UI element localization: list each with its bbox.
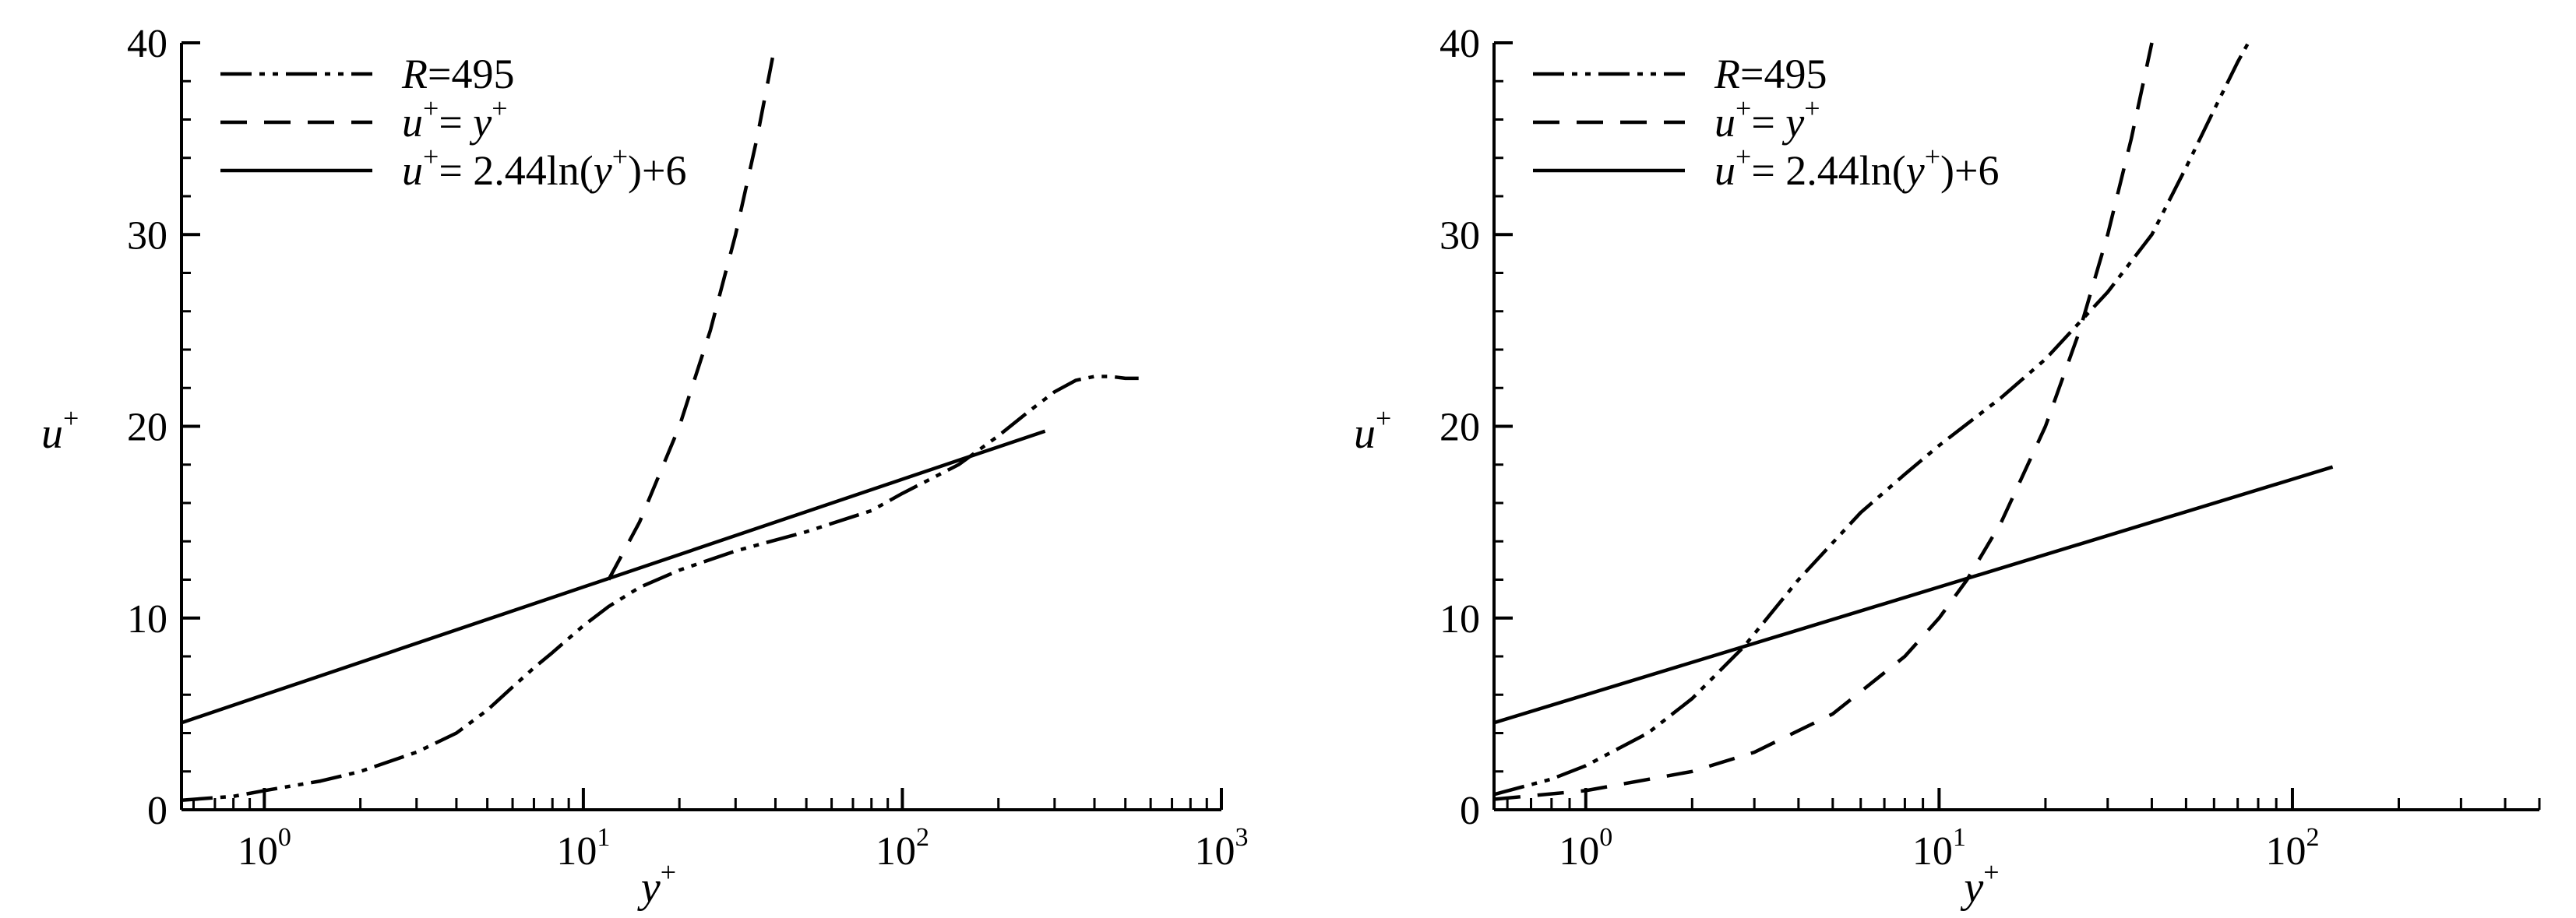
y-tick-label: 40 xyxy=(1440,22,1480,66)
x-axis-sup: + xyxy=(661,856,676,888)
y-tick-label: 10 xyxy=(1440,597,1480,642)
legend-var: y xyxy=(469,99,492,146)
legend-var: y xyxy=(590,147,612,194)
legend-sup: + xyxy=(1804,93,1820,124)
y-tick-label: 0 xyxy=(147,789,167,833)
legend-var: u xyxy=(1714,99,1736,146)
y-tick-label: 20 xyxy=(127,406,167,450)
x-tick-label: 100 xyxy=(238,823,291,874)
series-line-dashed xyxy=(607,42,777,581)
y-tick-label: 10 xyxy=(127,597,167,642)
x-tick-base: 10 xyxy=(238,829,278,874)
series-line-solid xyxy=(181,429,1046,725)
legend-var: u xyxy=(402,147,423,194)
legend-sup: + xyxy=(1736,141,1751,172)
x-axis-var: y xyxy=(1960,863,1983,912)
legend-var: R xyxy=(1714,51,1740,97)
x-axis-sup: + xyxy=(1983,856,1999,888)
legend-entry: u+= y+ xyxy=(1714,93,1820,146)
x-tick-label: 100 xyxy=(1559,823,1612,874)
legend-var: u xyxy=(1714,147,1736,194)
legend-text-part: = xyxy=(1751,99,1785,146)
legend-var: R xyxy=(401,51,428,97)
x-axis-title: y+ xyxy=(1960,856,1999,912)
legend-text-part: )+6 xyxy=(1940,147,1999,194)
x-tick-label: 102 xyxy=(876,823,929,874)
x-tick-base: 10 xyxy=(2265,829,2306,874)
x-tick-base: 10 xyxy=(1912,829,1953,874)
x-tick-label: 101 xyxy=(1912,823,1966,874)
legend-entry: u+= 2.44ln(y+)+6 xyxy=(1714,141,1999,194)
legend-text-part: = xyxy=(439,99,473,146)
x-tick-exponent: 3 xyxy=(1235,823,1249,852)
legend-var: y xyxy=(1902,147,1925,194)
legend-text-part: = 2.44ln( xyxy=(1751,147,1905,194)
y-axis-sup: + xyxy=(1376,403,1391,434)
legend-sup: + xyxy=(1925,141,1940,172)
x-tick-label: 102 xyxy=(2265,823,2319,874)
y-tick-label: 30 xyxy=(127,213,167,258)
legend-sup: + xyxy=(423,93,439,124)
x-tick-exponent: 0 xyxy=(1599,823,1612,852)
legend-entry: u+= y+ xyxy=(402,93,508,146)
x-tick-exponent: 2 xyxy=(2306,823,2319,852)
series-line-solid xyxy=(1494,465,2334,725)
y-axis-title: u+ xyxy=(41,403,79,458)
x-tick-base: 10 xyxy=(1559,829,1599,874)
y-axis-var: u xyxy=(41,410,63,458)
legend-entry: R=495 xyxy=(401,51,514,97)
y-axis-sup: + xyxy=(63,403,79,434)
x-tick-exponent: 2 xyxy=(916,823,929,852)
x-tick-label: 101 xyxy=(556,823,610,874)
x-axis-title: y+ xyxy=(637,856,676,912)
legend-sup: + xyxy=(423,141,439,172)
series-line-dash-dot-dot xyxy=(1494,41,2250,797)
x-tick-exponent: 1 xyxy=(597,823,610,852)
legend-sup: + xyxy=(612,141,628,172)
legend-text-part: =495 xyxy=(1740,51,1827,97)
x-tick-base: 10 xyxy=(556,829,597,874)
y-tick-label: 40 xyxy=(127,22,167,66)
x-tick-exponent: 0 xyxy=(278,823,291,852)
y-tick-label: 20 xyxy=(1440,406,1480,450)
series-line-dash-dot-dot xyxy=(181,375,1139,802)
x-axis-var: y xyxy=(637,863,661,912)
legend-text-part: =495 xyxy=(428,51,514,97)
legend-var: u xyxy=(402,99,423,146)
x-tick-base: 10 xyxy=(876,829,916,874)
y-axis-var: u xyxy=(1354,410,1376,458)
legend-var: y xyxy=(1781,99,1804,146)
legend-sup: + xyxy=(1736,93,1751,124)
legend-text-part: = 2.44ln( xyxy=(439,147,593,194)
legend-entry: u+= 2.44ln(y+)+6 xyxy=(402,141,686,194)
x-tick-label: 103 xyxy=(1195,823,1249,874)
x-tick-base: 10 xyxy=(1195,829,1235,874)
legend-sup: + xyxy=(492,93,507,124)
legend-entry: R=495 xyxy=(1714,51,1827,97)
x-tick-exponent: 1 xyxy=(1953,823,1966,852)
y-axis-title: u+ xyxy=(1354,403,1391,458)
y-tick-label: 30 xyxy=(1440,213,1480,258)
y-tick-label: 0 xyxy=(1460,789,1480,833)
legend-text-part: )+6 xyxy=(628,147,686,194)
